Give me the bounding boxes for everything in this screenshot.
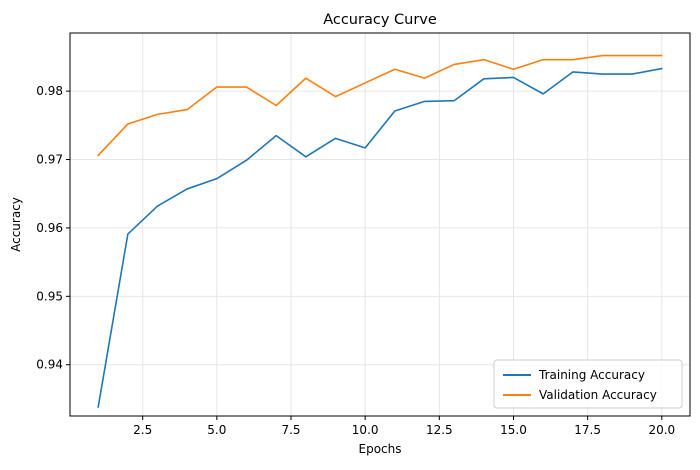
x-axis-ticks: 2.5 5.0 7.5 10.0 12.5 15.0 17.5 20.0 xyxy=(133,416,675,437)
y-tick-label: 0.94 xyxy=(36,358,63,372)
x-tick-label: 5.0 xyxy=(207,423,226,437)
x-tick-label: 7.5 xyxy=(281,423,300,437)
legend-label-training: Training Accuracy xyxy=(538,368,645,382)
x-tick-label: 2.5 xyxy=(133,423,152,437)
y-tick-label: 0.96 xyxy=(36,221,63,235)
x-tick-label: 10.0 xyxy=(352,423,379,437)
y-axis-label: Accuracy xyxy=(9,197,23,252)
legend-label-validation: Validation Accuracy xyxy=(539,388,657,402)
x-tick-label: 20.0 xyxy=(648,423,675,437)
series-lines xyxy=(97,54,663,408)
legend: Training Accuracy Validation Accuracy xyxy=(493,359,683,409)
y-tick-label: 0.97 xyxy=(36,153,63,167)
x-axis-label: Epochs xyxy=(359,442,402,456)
grid-lines xyxy=(70,33,690,416)
plot-frame xyxy=(69,32,691,417)
validation-accuracy-line xyxy=(97,54,663,157)
training-accuracy-line xyxy=(97,67,663,408)
chart-title: Accuracy Curve xyxy=(323,12,437,28)
x-tick-label: 15.0 xyxy=(500,423,527,437)
x-tick-label: 12.5 xyxy=(426,423,453,437)
legend-box xyxy=(493,359,683,409)
y-tick-label: 0.98 xyxy=(36,84,63,98)
x-tick-label: 17.5 xyxy=(574,423,601,437)
y-axis-ticks: 0.94 0.95 0.96 0.97 0.98 xyxy=(36,84,70,372)
y-tick-label: 0.95 xyxy=(36,289,63,303)
